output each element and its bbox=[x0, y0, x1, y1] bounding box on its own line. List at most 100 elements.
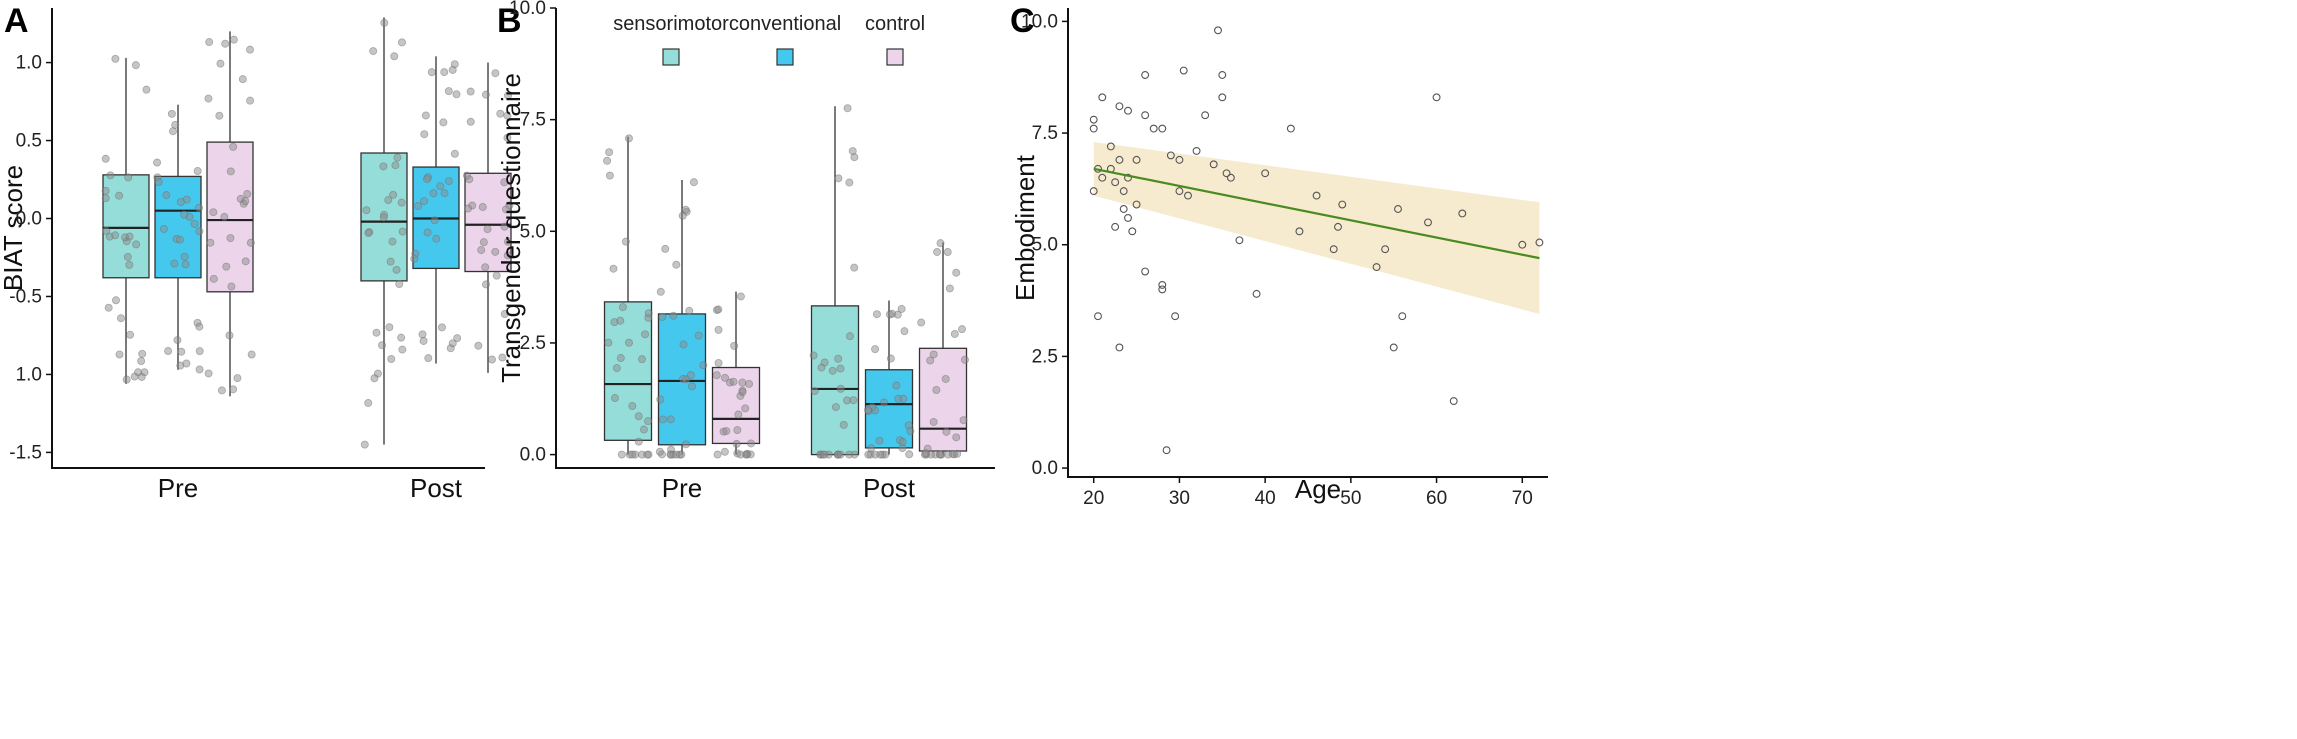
data-point bbox=[1424, 218, 1432, 227]
data-point bbox=[721, 373, 730, 382]
data-point bbox=[952, 433, 961, 442]
data-point bbox=[634, 437, 643, 446]
data-point bbox=[845, 450, 854, 459]
data-point bbox=[483, 225, 492, 234]
data-point bbox=[102, 226, 111, 235]
data-point bbox=[617, 450, 626, 459]
data-point bbox=[478, 203, 487, 212]
data-point bbox=[722, 427, 731, 436]
data-point bbox=[843, 104, 852, 113]
data-point bbox=[204, 369, 213, 378]
data-point bbox=[845, 332, 854, 341]
panel-b-points bbox=[603, 104, 969, 459]
data-point bbox=[195, 203, 204, 212]
data-point bbox=[666, 415, 675, 424]
data-point bbox=[246, 96, 255, 105]
data-point bbox=[420, 130, 429, 139]
data-point bbox=[137, 357, 146, 366]
data-point bbox=[138, 349, 147, 358]
data-point bbox=[1218, 93, 1227, 102]
data-point bbox=[1158, 280, 1167, 289]
data-point bbox=[195, 227, 204, 236]
x-tick-label: 60 bbox=[1426, 488, 1447, 509]
data-point bbox=[1535, 238, 1544, 247]
data-point bbox=[926, 356, 935, 365]
data-point bbox=[628, 402, 637, 411]
panel-c-confidence-band bbox=[1093, 142, 1540, 314]
data-point bbox=[729, 377, 738, 386]
data-point bbox=[1106, 142, 1115, 151]
data-point bbox=[115, 350, 124, 359]
data-point bbox=[195, 347, 204, 356]
data-point bbox=[181, 260, 190, 269]
data-point bbox=[370, 374, 379, 383]
data-point bbox=[122, 375, 131, 384]
legend: sensorimotor conventional control bbox=[613, 13, 925, 66]
data-point bbox=[732, 439, 741, 448]
data-point bbox=[917, 318, 926, 327]
data-point bbox=[153, 158, 162, 167]
data-point bbox=[1158, 285, 1167, 294]
data-point bbox=[661, 244, 670, 253]
data-point bbox=[641, 330, 650, 339]
data-point bbox=[1115, 102, 1124, 111]
panel-b-boxes bbox=[603, 106, 968, 456]
data-point bbox=[658, 312, 667, 321]
data-point bbox=[229, 385, 238, 394]
data-point bbox=[736, 292, 745, 301]
panel-c: C Embodiment Age 0.0 2.5 5.0 7.5 10.0 20 30 40… bbox=[1010, 2, 1548, 509]
data-point bbox=[637, 355, 646, 364]
data-point bbox=[730, 341, 739, 350]
data-point bbox=[380, 18, 389, 27]
data-point bbox=[738, 378, 747, 387]
x-tick-label: 70 bbox=[1512, 488, 1533, 509]
data-point bbox=[462, 171, 471, 180]
data-point bbox=[1158, 124, 1167, 133]
data-point bbox=[225, 331, 234, 340]
data-point bbox=[747, 439, 756, 448]
data-point bbox=[1111, 178, 1120, 187]
confidence-band bbox=[1093, 142, 1540, 314]
data-point bbox=[246, 45, 255, 54]
data-point bbox=[385, 323, 394, 332]
regression-line bbox=[1093, 167, 1540, 260]
y-tick-label: 0.0 bbox=[16, 209, 42, 230]
data-point bbox=[834, 174, 843, 183]
data-point bbox=[618, 303, 627, 312]
data-point bbox=[111, 231, 120, 240]
data-point bbox=[1124, 213, 1132, 222]
data-point bbox=[387, 355, 396, 364]
data-point bbox=[205, 38, 214, 47]
data-point bbox=[229, 142, 238, 151]
data-point bbox=[714, 358, 723, 367]
y-tick-label: -1.5 bbox=[9, 442, 42, 463]
y-tick-label: 7.5 bbox=[1032, 123, 1058, 144]
panel-a-label: A bbox=[4, 2, 29, 40]
data-point bbox=[689, 178, 698, 187]
data-point bbox=[1218, 71, 1227, 79]
data-point bbox=[953, 449, 962, 458]
data-point bbox=[504, 91, 513, 100]
data-point bbox=[1089, 124, 1098, 133]
data-point bbox=[605, 171, 614, 180]
data-point bbox=[1128, 227, 1137, 236]
data-point bbox=[481, 90, 490, 99]
data-point bbox=[159, 224, 168, 233]
data-point bbox=[171, 120, 180, 129]
data-point bbox=[809, 351, 818, 360]
data-point bbox=[929, 417, 938, 426]
data-point bbox=[195, 322, 204, 331]
data-point bbox=[391, 161, 400, 170]
data-point bbox=[125, 260, 134, 269]
data-point bbox=[453, 334, 462, 343]
data-point bbox=[448, 65, 457, 74]
data-point bbox=[713, 450, 722, 459]
x-tick-label: 40 bbox=[1255, 488, 1276, 509]
data-point bbox=[101, 186, 110, 195]
data-point bbox=[1171, 312, 1180, 321]
data-point bbox=[498, 353, 507, 362]
data-point bbox=[960, 355, 969, 364]
data-point bbox=[935, 450, 944, 459]
data-point bbox=[481, 263, 490, 272]
data-point bbox=[836, 450, 845, 459]
